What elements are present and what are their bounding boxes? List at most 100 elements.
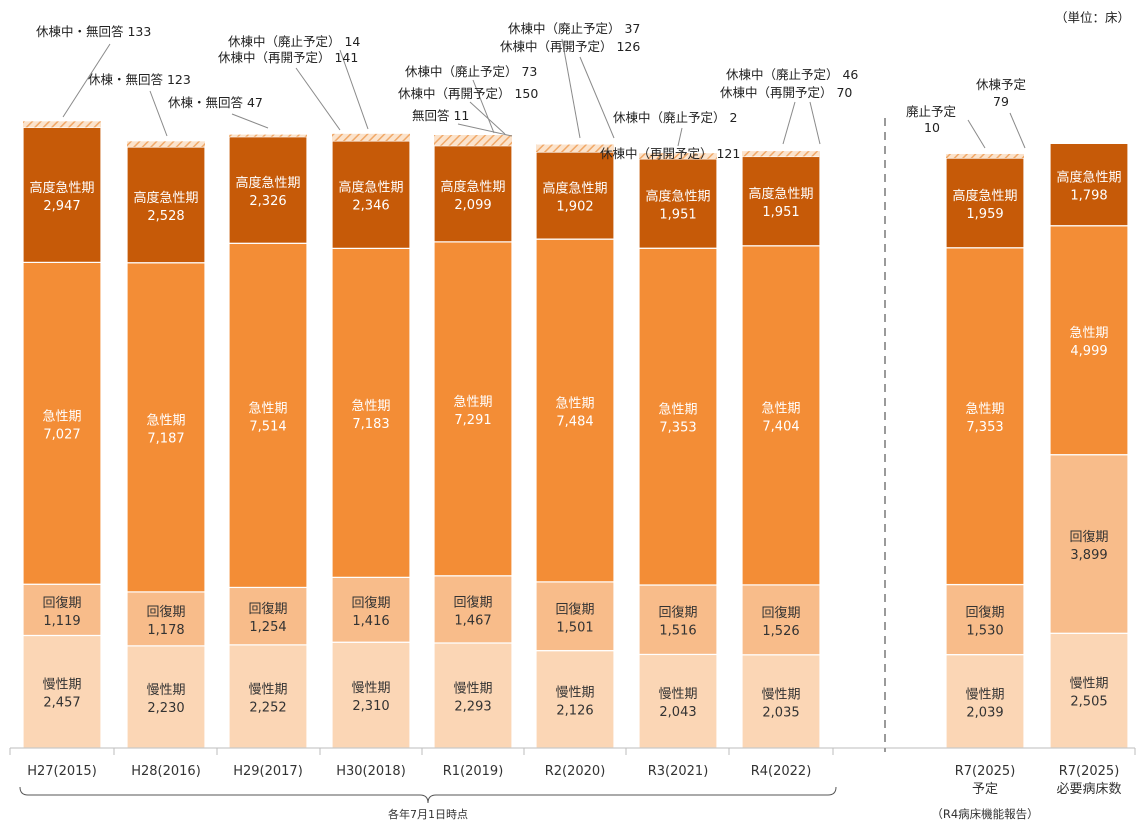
bar-high-acute [126,146,206,264]
x-tick-label: R2(2020) [545,764,606,779]
bar-recovery [945,583,1025,656]
bar-label-value: 2,039 [966,705,1003,720]
annotation-text: 休棟・無回答 47 [168,95,263,110]
x-tick-label: R1(2019) [443,764,504,779]
r7-footnote: （R4病床機能報告） [931,807,1038,821]
bar-label-value: 1,798 [1070,189,1107,204]
years-bracket [19,786,837,804]
bar-suspended [229,134,307,137]
bar-suspended [23,121,101,128]
bar-high-acute [433,145,513,243]
bar-label-value: 4,999 [1070,344,1107,359]
bar-label-name: 高度急性期 [748,186,813,202]
annotation-text: 無回答 11 [412,108,469,123]
bar-label-value: 7,484 [556,414,593,429]
bar-label-value: 1,119 [43,614,80,629]
x-tick-label: R7(2025) [1059,764,1120,779]
bar-high-acute [945,157,1025,249]
bar-chronic [433,642,513,749]
bar-label-name: 回復期 [248,601,287,617]
bar-label-name: 急性期 [761,401,800,416]
bar-chronic [126,645,206,749]
bar-label-value: 2,310 [352,699,389,714]
bar-label-name: 急性期 [555,396,594,411]
annotation-text: 休棟中（廃止予定） 37 [508,21,640,36]
bar-label-name: 慢性期 [1069,676,1108,692]
x-tick-label: H28(2016) [131,764,201,779]
x-tick-label: H30(2018) [336,764,406,779]
x-tick-label: H29(2017) [233,764,303,779]
bar-label-value: 1,501 [556,620,593,635]
bar-label-name: 回復期 [42,595,81,611]
bar-recovery [22,583,102,637]
annotation-leader [295,67,341,131]
bar-high-acute [741,155,821,247]
bar-label-name: 高度急性期 [338,180,403,196]
bar-label-value: 2,326 [249,194,286,209]
bar-recovery [741,584,821,656]
annotation-leader [457,123,513,137]
bar-label-name: 急性期 [146,413,185,428]
bar-label-name: 慢性期 [146,682,185,698]
bar-high-acute [638,158,718,249]
bar-label-name: 慢性期 [658,686,697,702]
annotation-text: 休棟中（廃止予定） 46 [726,67,858,82]
bar-label-value: 2,035 [762,705,799,720]
bar-suspended [946,153,1024,159]
bar-label-value: 1,951 [762,205,799,220]
x-tick-label: 予定 [972,782,998,797]
annotations: 休棟中・無回答 133 休棟・無回答 123 休棟・無回答 47 休棟中（廃止予定） … [36,21,1026,161]
bar-label-value: 3,899 [1070,548,1107,563]
bar-label-name: 回復期 [761,605,800,621]
bar-label-value: 1,516 [659,624,696,639]
bar-label-name: 急性期 [658,403,697,418]
bar-recovery [638,584,718,656]
bar-suspended [127,141,205,147]
bar-label-value: 7,183 [352,417,389,432]
bar-chronic [741,654,821,749]
annotation-text: 休棟中（再開予定） 150 [398,86,538,101]
annotation-text: 休棟中（廃止予定） 14 [228,34,360,49]
bar-label-name: 回復期 [351,595,390,611]
bar-label-value: 1,467 [454,613,491,628]
annotation-leader [561,38,581,139]
bar-label-value: 1,530 [966,624,1003,639]
bar-label-value: 1,951 [659,208,696,223]
annotation-leader [469,101,506,135]
bar-acute [228,242,308,589]
bar-label-name: 慢性期 [42,677,81,693]
bar-label-value: 7,514 [249,419,286,434]
annotation-text: 10 [924,120,940,135]
annotation-text: 休棟中（再開予定） 141 [218,50,358,65]
bar-label-value: 2,230 [147,701,184,716]
bar-recovery [433,575,513,644]
bar-acute [945,247,1025,586]
annotation-leader [339,49,369,130]
bar-label-name: 回復期 [658,605,697,621]
bar-label-value: 2,346 [352,199,389,214]
annotation-leader [579,56,615,139]
bar-label-value: 2,099 [454,198,491,213]
bar-high-acute [228,136,308,244]
bar-label-name: 急性期 [351,399,390,414]
annotation-text: 休棟中（再開予定） 126 [500,39,640,54]
bar-recovery [126,591,206,647]
x-axis-ticks [9,748,1136,755]
bar-label-name: 高度急性期 [440,179,505,195]
bar-label-name: 高度急性期 [952,188,1017,204]
bar-label-name: 急性期 [248,401,287,416]
annotation-text: 休棟中（廃止予定） 73 [405,64,537,79]
bar-suspended [332,133,410,141]
annotation-text: 廃止予定 [906,104,956,119]
bar-label-value: 1,178 [147,623,184,638]
annotation-leader [62,43,111,118]
bar-chronic [22,634,102,749]
x-axis-labels: H27(2015) H28(2016) H29(2017) H30(2018) R1(2… [27,764,1121,797]
bar-label-value: 7,353 [659,421,696,436]
bar-label-name: 慢性期 [248,681,287,697]
bar-chronic [535,650,615,749]
bar-suspended [639,153,717,159]
bar-label-value: 2,126 [556,703,593,718]
bar-acute [638,247,718,586]
